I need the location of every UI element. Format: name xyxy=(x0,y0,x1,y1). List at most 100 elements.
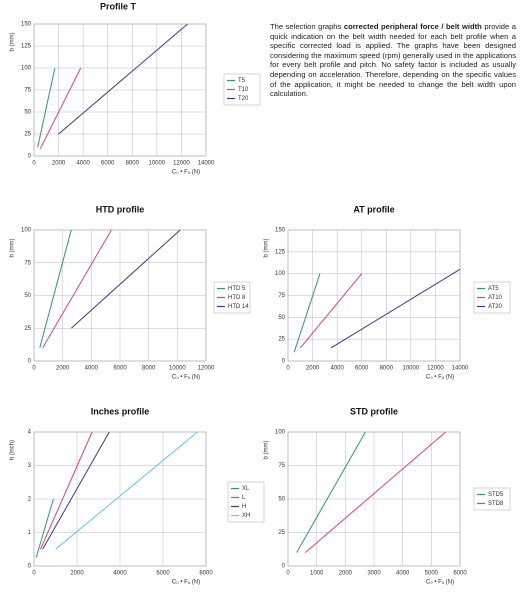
legend-label: T20 xyxy=(238,96,249,102)
legend-label: AT10 xyxy=(488,295,503,301)
text: The selection graphs xyxy=(270,22,344,31)
line-series xyxy=(39,229,72,349)
chart-title: STD profile xyxy=(350,406,398,416)
x-tick-label: 6000 xyxy=(101,161,115,167)
line-series xyxy=(330,268,461,349)
y-tick-label: 3 xyxy=(28,463,32,469)
x-axis-label: C₀ • Fᵤ (N) xyxy=(172,580,200,586)
x-axis-label: C₀ • Fᵤ (N) xyxy=(426,580,454,586)
y-tick-label: 150 xyxy=(21,22,32,28)
text: provide a quick indication on the belt w… xyxy=(270,22,516,99)
x-axis-label: C₀ • Fᵤ (N) xyxy=(172,375,200,381)
x-tick-label: 2000 xyxy=(70,571,84,577)
x-tick-label: 4000 xyxy=(396,571,410,577)
y-tick-label: 100 xyxy=(275,271,286,277)
y-tick-label: 2 xyxy=(28,497,32,503)
legend-label: T5 xyxy=(238,78,246,84)
y-tick-label: 75 xyxy=(278,463,285,469)
x-tick-label: 1000 xyxy=(310,571,324,577)
y-tick-label: 50 xyxy=(278,497,285,503)
y-tick-label: 75 xyxy=(24,260,31,266)
line-series xyxy=(55,431,198,550)
line-series xyxy=(42,229,112,349)
y-axis-label: b (mm) xyxy=(264,239,270,258)
line-series xyxy=(304,431,446,553)
x-tick-label: 5000 xyxy=(425,571,439,577)
x-tick-label: 12000 xyxy=(173,161,190,167)
legend-label: L xyxy=(242,495,246,501)
x-tick-label: 12000 xyxy=(427,366,444,372)
bold-text: corrected peripheral force / belt width xyxy=(343,22,482,31)
y-tick-label: 100 xyxy=(21,66,32,72)
legend-label: HTD 14 xyxy=(228,304,249,310)
y-tick-label: 100 xyxy=(21,228,32,234)
line-series xyxy=(35,498,54,558)
x-tick-label: 14000 xyxy=(452,366,469,372)
y-tick-label: 25 xyxy=(278,530,285,536)
chart-title: AT profile xyxy=(353,204,394,214)
legend-label: H xyxy=(242,504,246,510)
x-tick-label: 0 xyxy=(286,571,290,577)
x-tick-label: 14000 xyxy=(198,161,215,167)
y-tick-label: 0 xyxy=(282,359,286,365)
x-tick-label: 3000 xyxy=(367,571,381,577)
x-tick-label: 0 xyxy=(32,366,36,372)
line-series xyxy=(296,431,366,553)
x-tick-label: 10000 xyxy=(149,161,166,167)
legend-label: STD5 xyxy=(488,492,504,498)
x-tick-label: 2000 xyxy=(306,366,320,372)
x-tick-label: 6000 xyxy=(453,571,467,577)
y-tick-label: 25 xyxy=(278,337,285,343)
y-axis-label: b (inch) xyxy=(10,440,16,460)
line-series xyxy=(39,67,82,150)
line-series xyxy=(37,67,56,148)
x-tick-label: 4000 xyxy=(76,161,90,167)
y-axis-label: b (mm) xyxy=(10,33,16,52)
y-tick-label: 50 xyxy=(24,293,31,299)
x-tick-label: 8000 xyxy=(142,366,156,372)
line-series xyxy=(293,273,321,353)
y-tick-label: 50 xyxy=(24,110,31,116)
y-axis-label: b (mm) xyxy=(10,239,16,258)
x-tick-label: 4000 xyxy=(113,571,127,577)
x-tick-label: 10000 xyxy=(403,366,420,372)
legend-label: HTD 8 xyxy=(228,295,246,301)
y-axis-label: b (mm) xyxy=(264,441,270,460)
x-tick-label: 0 xyxy=(286,366,290,372)
y-tick-label: 125 xyxy=(21,44,32,50)
chart-title: Inches profile xyxy=(91,406,150,416)
legend-box xyxy=(473,487,511,511)
line-series xyxy=(42,431,110,550)
y-tick-label: 0 xyxy=(28,564,32,570)
legend-label: HTD 5 xyxy=(228,286,246,292)
x-axis-label: C₀ • Fᵤ (N) xyxy=(426,375,454,381)
line-series xyxy=(70,229,181,329)
y-tick-label: 150 xyxy=(275,228,286,234)
y-tick-label: 75 xyxy=(24,88,31,94)
legend-label: T10 xyxy=(238,87,249,93)
y-tick-label: 0 xyxy=(28,359,32,365)
line-series xyxy=(39,431,93,550)
chart-title: HTD profile xyxy=(96,204,145,214)
x-tick-label: 6000 xyxy=(113,366,127,372)
legend-label: AT20 xyxy=(488,304,503,310)
x-tick-label: 2000 xyxy=(52,161,66,167)
y-tick-label: 4 xyxy=(28,430,32,436)
y-tick-label: 75 xyxy=(278,293,285,299)
y-tick-label: 0 xyxy=(282,564,286,570)
legend-label: XL xyxy=(242,486,250,492)
x-tick-label: 2000 xyxy=(56,366,70,372)
chart-title: Profile T xyxy=(100,1,137,11)
x-tick-label: 8000 xyxy=(126,161,140,167)
x-tick-label: 12000 xyxy=(198,366,215,372)
y-tick-label: 1 xyxy=(28,530,32,536)
legend-label: AT5 xyxy=(488,286,499,292)
x-tick-label: 0 xyxy=(32,571,36,577)
x-tick-label: 8000 xyxy=(199,571,213,577)
legend-label: STD8 xyxy=(488,501,504,507)
x-tick-label: 6000 xyxy=(156,571,170,577)
line-series xyxy=(299,273,363,349)
x-tick-label: 4000 xyxy=(330,366,344,372)
x-tick-label: 8000 xyxy=(380,366,394,372)
